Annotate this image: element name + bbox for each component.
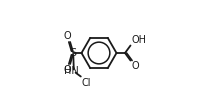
Text: O: O — [64, 31, 71, 41]
Text: HN: HN — [64, 66, 79, 76]
Text: OH: OH — [131, 35, 146, 45]
Text: Cl: Cl — [82, 78, 91, 88]
Text: O: O — [64, 65, 71, 75]
Text: S: S — [70, 48, 77, 58]
Text: O: O — [131, 61, 139, 71]
